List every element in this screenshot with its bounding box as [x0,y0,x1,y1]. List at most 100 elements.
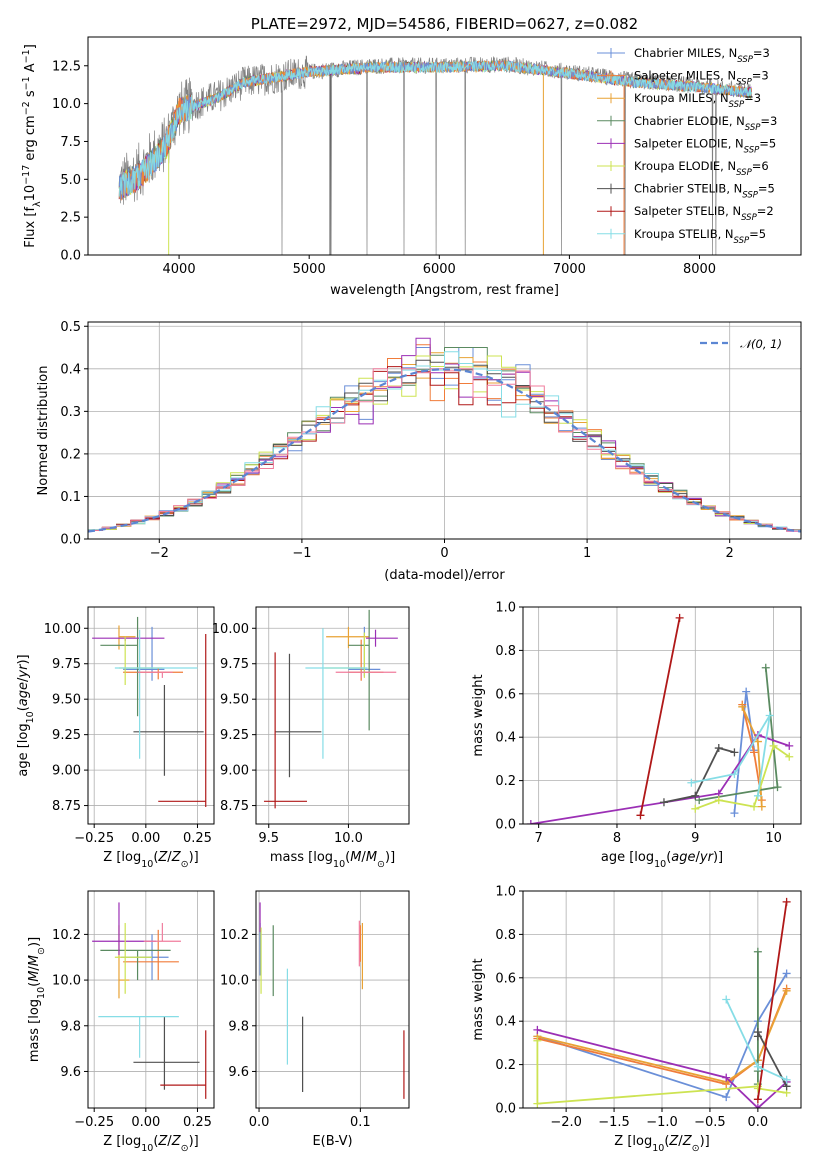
age-vs-z-points [92,616,207,807]
age-vs-mass-panel: 9.5 10.0 8.75 9.00 9.25 9.50 9.75 10.00 mass [lo… [212,606,410,870]
weight-vs-age-marker [738,702,747,711]
weight-vs-age-marker [757,802,766,811]
weight-vs-age-marker [730,748,739,757]
weight-vs-age-marker [691,791,700,800]
weight-vs-z-marker [782,969,791,978]
spectrum-ytick-label: 10.0 [52,97,81,112]
weight-vs-age-marker [785,741,794,750]
mass-vs-ebv-ytick-label: 9.8 [228,1019,249,1034]
spectrum-ytick-label: 0.0 [60,249,81,264]
weight-vs-age-marker [750,748,759,757]
residual-xtick-label: 2 [726,546,734,561]
weight-vs-z-xtick-label: −2.0 [550,1115,582,1130]
weight-vs-age-marker [687,778,696,787]
age-vs-z-ytick-label: 9.00 [52,764,81,779]
weight-vs-z-frame [522,890,802,1109]
weight-vs-z-marker [722,1073,731,1082]
spectrum-xtick-label: 7000 [553,262,586,277]
weight-vs-z-lines [533,897,791,1108]
residual-ylabel: Normed distribution [36,366,51,496]
weight-vs-age-xtick-label: 10 [765,831,782,846]
spectrum-ytick-label: 5.0 [60,173,81,188]
age-vs-z-xtick-label: 0.00 [131,831,160,846]
spectrum-xtick-label: 4000 [163,262,196,277]
weight-vs-z-ytick-label: 0.2 [495,1058,516,1073]
mass-vs-z-points [92,902,207,1099]
age-vs-mass-xtick-label: 9.5 [258,831,279,846]
weight-vs-z-marker [533,1036,542,1045]
residual-ytick-label: 0.1 [60,490,81,505]
weight-vs-age-ytick-label: 0.2 [495,774,516,789]
normal-curve [88,368,801,533]
age-vs-z-ytick-label: 8.75 [52,799,81,814]
mass-vs-z-xtick-label: −0.25 [74,1115,114,1130]
spectrum-xtick-label: 8000 [683,262,716,277]
weight-vs-age-marker [750,802,759,811]
age-vs-mass-xtick-label: 10.0 [334,831,363,846]
mass-vs-z-ytick-label: 10.0 [52,974,81,989]
weight-vs-age-panel: 7 8 9 10 0.0 0.2 0.4 0.6 0.8 1.0 age [log10(age/yr… [471,601,802,870]
weight-vs-age-marker [773,783,782,792]
weight-vs-z-xtick-label: −0.5 [694,1115,726,1130]
weight-vs-z-xtick-label: −1.0 [646,1115,678,1130]
mass-vs-ebv-xtick-label: 0.1 [350,1115,371,1130]
residual-xtick-label: 0 [440,546,448,561]
age-vs-mass-ytick-label: 9.00 [220,764,249,779]
mass-vs-ebv-frame [255,890,410,1109]
spectrum-legend: Chabrier MILES, NSSP=3 Salpeter MILES, NS… [597,46,777,246]
weight-vs-z-xtick-label: 0.0 [748,1115,769,1130]
age-vs-z-frame [87,606,215,825]
weight-vs-z-series-line [537,1029,788,1108]
weight-vs-age-lines [526,613,794,824]
weight-vs-age-xtick-label: 8 [613,831,621,846]
spectrum-frame [87,36,802,256]
weight-vs-z-ylabel: mass weight [471,958,486,1040]
age-vs-z-xtick-label: 0.25 [183,831,212,846]
age-vs-mass-xlabel: mass [log10(M/M⊙)] [270,850,395,870]
residual-ytick-label: 0.0 [60,533,81,548]
weight-vs-age-ytick-label: 0.8 [495,644,516,659]
weight-vs-z-marker [782,986,791,995]
mass-vs-ebv-panel: 0.0 0.1 9.6 9.8 10.0 10.2 E(B-V) [220,890,410,1149]
weight-vs-z-marker [753,1084,762,1093]
residual-frame [87,321,802,540]
weight-vs-z-marker [753,1095,762,1104]
spectrum-xtick-label: 6000 [423,262,456,277]
age-vs-z-ylabel: age [log10(age/yr)] [16,654,36,776]
weight-vs-z-marker [753,1104,762,1108]
weight-vs-age-marker [730,809,739,818]
weight-vs-z-marker [753,1062,762,1071]
legend-label: Salpeter MILES, NSSP=3 [634,69,769,88]
mass-vs-z-ytick-label: 9.6 [60,1065,81,1080]
weight-vs-z-marker [722,1093,731,1102]
weight-vs-z-panel: −2.0 −1.5 −1.0 −0.5 0.0 0.0 0.2 0.4 0.6 0.8 1.0 Z [… [471,885,802,1154]
spectrum-lines [118,55,753,255]
weight-vs-age-marker [761,663,770,672]
weight-vs-age-marker [714,796,723,805]
weight-vs-age-series-line [663,746,735,804]
spectrum-xlabel: wavelength [Angstrom, rest frame] [330,283,559,298]
age-vs-mass-ytick-label: 9.25 [220,728,249,743]
age-vs-mass-frame [255,606,410,825]
weight-vs-age-marker [769,741,778,750]
residual-ytick-label: 0.3 [60,405,81,420]
residual-panel: −2 −1 0 1 2 0.0 0.1 0.2 0.3 0.4 0.5 𝒩(0, 1) (data-mo… [36,320,802,583]
mass-vs-ebv-ytick-label: 10.2 [220,928,249,943]
model-spectrum-line [118,59,753,198]
weight-vs-age-series-line [530,733,790,824]
weight-vs-age-marker [742,687,751,696]
weight-vs-z-xtick-label: −1.5 [598,1115,630,1130]
age-vs-z-ytick-label: 9.75 [52,657,81,672]
spectrum-ylabel: Flux [fλ10−17 erg cm−2 s−1 A−1] [21,44,43,248]
weight-vs-age-marker [785,752,794,761]
age-vs-z-xlabel: Z [log10(Z/Z⊙)] [103,850,198,870]
age-vs-z-ytick-label: 9.25 [52,728,81,743]
weight-vs-z-ytick-label: 1.0 [495,885,516,900]
weight-vs-age-xlabel: age [log10(age/yr)] [601,850,723,870]
legend-label: Chabrier ELODIE, NSSP=3 [634,114,777,133]
mass-vs-z-ytick-label: 9.8 [60,1019,81,1034]
residual-xtick-label: 1 [583,546,591,561]
spectrum-xtick-label: 5000 [293,262,326,277]
weight-vs-z-marker [782,1075,791,1084]
mass-vs-ebv-ytick-label: 9.6 [228,1065,249,1080]
